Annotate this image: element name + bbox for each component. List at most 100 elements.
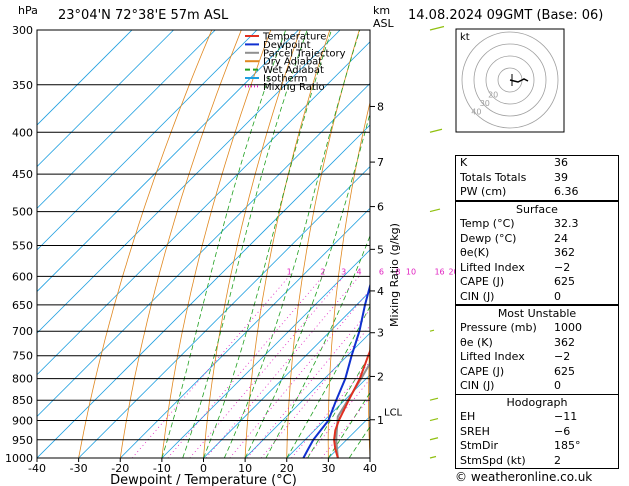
dry-adiabat-line (78, 30, 213, 458)
lcl-label: LCL (384, 408, 403, 419)
most-unstable-row: θe (K) 362 (460, 335, 575, 349)
temperature-tick-label: 10 (238, 462, 252, 475)
surface-row: CAPE (J) 625 (460, 275, 575, 288)
legend-label: Temperature (262, 32, 326, 43)
most-unstable-row: Pressure (mb) 1000 (460, 321, 582, 334)
legend-label: Dewpoint (263, 40, 311, 51)
x-axis-label: Dewpoint / Temperature (°C) (110, 473, 297, 486)
most-unstable-table: Most Unstable Pressure (mb) 1000 θe (K) 36… (455, 305, 619, 395)
isotherm-line (203, 290, 370, 458)
height-tick-label: 6 (377, 201, 384, 214)
isotherm-line (161, 249, 370, 458)
wet-adiabat-line (307, 353, 370, 458)
km-unit-label: km (373, 4, 391, 17)
pressure-tick-label: 700 (12, 325, 33, 338)
isotherm-line (37, 124, 370, 458)
hpa-unit-label: hPa (18, 4, 38, 17)
dry-adiabat-line (119, 30, 242, 458)
most-unstable-row: CAPE (J) 625 (460, 364, 575, 378)
pressure-tick-label: 950 (12, 434, 33, 447)
wet-adiabat-line (265, 234, 370, 458)
temperature-tick-label: 0 (200, 462, 207, 475)
mixing-ratio-label: 2 (320, 267, 325, 276)
temperature-tick-label: 20 (280, 462, 294, 475)
hodograph-row: StmDir 185° (460, 439, 581, 452)
hodograph-row: StmSpd (kt) 2 (460, 453, 561, 467)
mixing-ratio-line (246, 309, 370, 458)
isotherm-line (37, 30, 133, 126)
isotherm-line (37, 30, 258, 251)
isotherm-line (286, 374, 370, 458)
hodograph-row: EH −11 (460, 410, 578, 423)
mixing-ratio-label: 16 (434, 267, 444, 276)
index-row-totals: Totals Totals 39 (460, 170, 568, 184)
hodograph-unit-label: kt (460, 32, 470, 43)
height-tick-label: 2 (377, 370, 384, 383)
index-row-pw: PW (cm) 6.36 (460, 185, 579, 198)
surface-title: Surface (516, 203, 558, 216)
legend-label: Mixing Ratio (263, 82, 325, 93)
isotherm-line (37, 82, 370, 417)
pressure-tick-label: 800 (12, 373, 33, 386)
wind-barb (429, 128, 443, 133)
mixing-ratio-label: 10 (406, 267, 416, 276)
temperature-tick-label: -30 (70, 462, 88, 475)
hodograph-title: Hodograph (506, 396, 568, 409)
most-unstable-row: Lifted Index −2 (460, 350, 571, 363)
wind-barb (429, 437, 439, 441)
isotherm-line (37, 41, 370, 376)
temperature-line (333, 348, 370, 458)
pressure-tick-label: 300 (12, 24, 33, 37)
isotherm-line (37, 30, 174, 168)
isotherm-line (244, 332, 370, 458)
index-row-k: K 36 (460, 156, 568, 169)
pressure-tick-label: 850 (12, 394, 33, 407)
dry-adiabat-line (368, 331, 370, 458)
most-unstable-title: Most Unstable (497, 307, 577, 320)
pressure-tick-label: 1000 (5, 452, 33, 465)
pressure-tick-label: 450 (12, 168, 33, 181)
mixing-ratio-label: 1 (287, 267, 292, 276)
location-title: 23°04'N 72°38'E 57m ASL (58, 8, 229, 23)
hodograph-ring (473, 43, 547, 117)
wind-barb (429, 417, 439, 422)
mixing-ratio-label: 20 (448, 267, 458, 276)
temperature-tick-label: 30 (321, 462, 335, 475)
wind-barb (429, 208, 441, 213)
copyright-footer: © weatheronline.co.uk (455, 470, 593, 484)
surface-row: θe(K) 362 (460, 246, 575, 259)
hodograph-ring-label: 30 (480, 99, 490, 108)
height-tick-label: 4 (377, 285, 384, 298)
pressure-tick-label: 650 (12, 299, 33, 312)
pressure-tick-label: 500 (12, 206, 33, 219)
dry-adiabat-line (408, 30, 448, 458)
pressure-tick-label: 400 (12, 126, 33, 139)
wind-barb (429, 455, 437, 459)
isotherm-line (37, 30, 216, 209)
mixing-ratio-label: 3 (341, 267, 346, 276)
legend-label: Parcel Trajectory (263, 48, 346, 59)
surface-row: Lifted Index −2 (460, 260, 571, 274)
height-tick-label: 1 (377, 414, 384, 427)
wet-adiabat-line (161, 30, 287, 458)
surface-row: Temp (°C) 32.3 (460, 217, 579, 230)
temperature-tick-label: -20 (111, 462, 129, 475)
legend-label: Wet Adiabat (263, 65, 324, 76)
dry-adiabat-line (619, 30, 629, 458)
surface-row: CIN (J) 0 (460, 289, 561, 303)
hodograph-ring (461, 31, 559, 129)
height-tick-label: 5 (377, 243, 384, 256)
wet-adiabat-line (244, 112, 370, 458)
wind-barb (429, 329, 435, 332)
isotherm-line (78, 166, 370, 458)
hodograph-ring (485, 55, 535, 105)
asl-label: ASL (373, 17, 394, 30)
mixing-ratio-axis-label: Mixing Ratio (g/kg) (388, 223, 401, 327)
most-unstable-row: CIN (J) 0 (460, 379, 561, 392)
pressure-tick-label: 350 (12, 79, 33, 92)
height-tick-label: 7 (377, 156, 384, 169)
dewpoint-line (302, 282, 370, 458)
isotherm-line (37, 30, 341, 334)
hodograph-table: Hodograph EH −11 SREH −6 StmDir 185° StmSpd… (455, 394, 619, 469)
